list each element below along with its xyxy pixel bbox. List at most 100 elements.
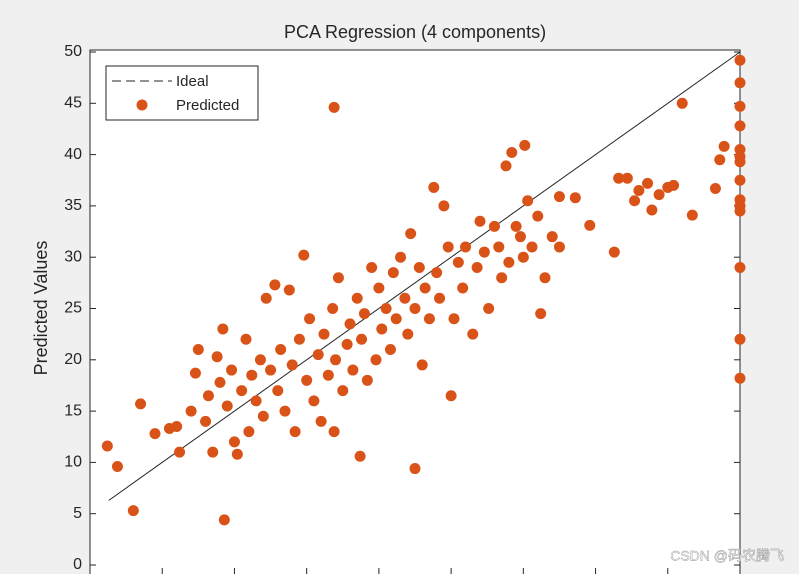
point [514, 231, 526, 243]
chart-title: PCA Regression (4 components) [284, 22, 546, 42]
point [373, 282, 385, 294]
point [539, 272, 551, 284]
point [714, 154, 726, 166]
point [734, 156, 746, 168]
point [298, 249, 310, 261]
point [189, 367, 201, 379]
point [633, 185, 645, 197]
point [380, 303, 392, 314]
point [471, 261, 483, 273]
point [308, 395, 320, 407]
point [409, 463, 421, 475]
point [240, 333, 252, 345]
point [569, 192, 581, 204]
point [510, 220, 522, 232]
point [370, 354, 382, 366]
point [328, 426, 340, 438]
point [328, 101, 340, 113]
point [337, 385, 349, 397]
point [734, 77, 746, 89]
y-tick-label: 10 [64, 454, 82, 471]
point [608, 246, 620, 258]
point [442, 241, 454, 253]
point [135, 398, 147, 410]
point [390, 313, 402, 325]
point [584, 219, 596, 231]
point [734, 261, 746, 273]
point [341, 338, 353, 350]
point [423, 313, 435, 325]
point [718, 140, 730, 152]
point [211, 351, 223, 363]
y-tick-label: 45 [64, 95, 82, 112]
point [676, 97, 688, 109]
y-axis-label: Predicted Values [31, 241, 51, 376]
point [467, 328, 479, 340]
point [621, 172, 633, 184]
point [174, 446, 186, 458]
legend: Ideal Predicted [105, 65, 259, 121]
point [358, 308, 370, 320]
point [330, 354, 342, 366]
point [405, 228, 417, 240]
point [111, 461, 123, 473]
point [243, 426, 255, 438]
point [519, 139, 531, 151]
point [351, 292, 363, 304]
point [402, 328, 414, 340]
point [228, 436, 240, 448]
point [327, 303, 339, 314]
point [250, 395, 262, 407]
point [315, 415, 327, 427]
y-tick-label: 25 [64, 300, 82, 317]
point [493, 241, 505, 253]
y-tick-label: 35 [64, 197, 82, 214]
point [286, 359, 298, 371]
point [318, 328, 330, 340]
point [312, 349, 324, 361]
point [246, 369, 258, 381]
point [500, 160, 512, 172]
point [646, 204, 658, 216]
y-tick-label: 40 [64, 146, 82, 163]
point [236, 385, 248, 397]
legend-marker [136, 99, 148, 111]
y-tick-label: 30 [64, 248, 82, 265]
legend-box [105, 65, 259, 121]
point [200, 415, 212, 427]
point [354, 450, 366, 462]
point [283, 284, 295, 296]
point [347, 364, 359, 376]
point [361, 374, 373, 386]
point [413, 261, 425, 273]
point [399, 292, 411, 304]
point [734, 372, 746, 384]
point [734, 333, 746, 345]
ideal-line [108, 51, 741, 501]
point [734, 120, 746, 132]
point [254, 354, 266, 366]
point [522, 195, 534, 207]
point [613, 172, 625, 184]
point [265, 364, 277, 376]
point [409, 303, 421, 314]
point [279, 405, 291, 417]
point [428, 181, 440, 193]
y-tick-label: 50 [64, 43, 82, 60]
point [356, 333, 368, 345]
point [517, 251, 529, 263]
y-tick-label: 20 [64, 351, 82, 368]
point [217, 323, 229, 335]
point [668, 179, 680, 191]
point [149, 428, 161, 440]
point [289, 426, 301, 438]
point [503, 256, 515, 268]
point [304, 313, 316, 325]
point [218, 514, 230, 526]
point [419, 282, 431, 294]
point [376, 323, 388, 335]
point [171, 420, 183, 432]
point [483, 303, 495, 314]
point [448, 313, 460, 325]
